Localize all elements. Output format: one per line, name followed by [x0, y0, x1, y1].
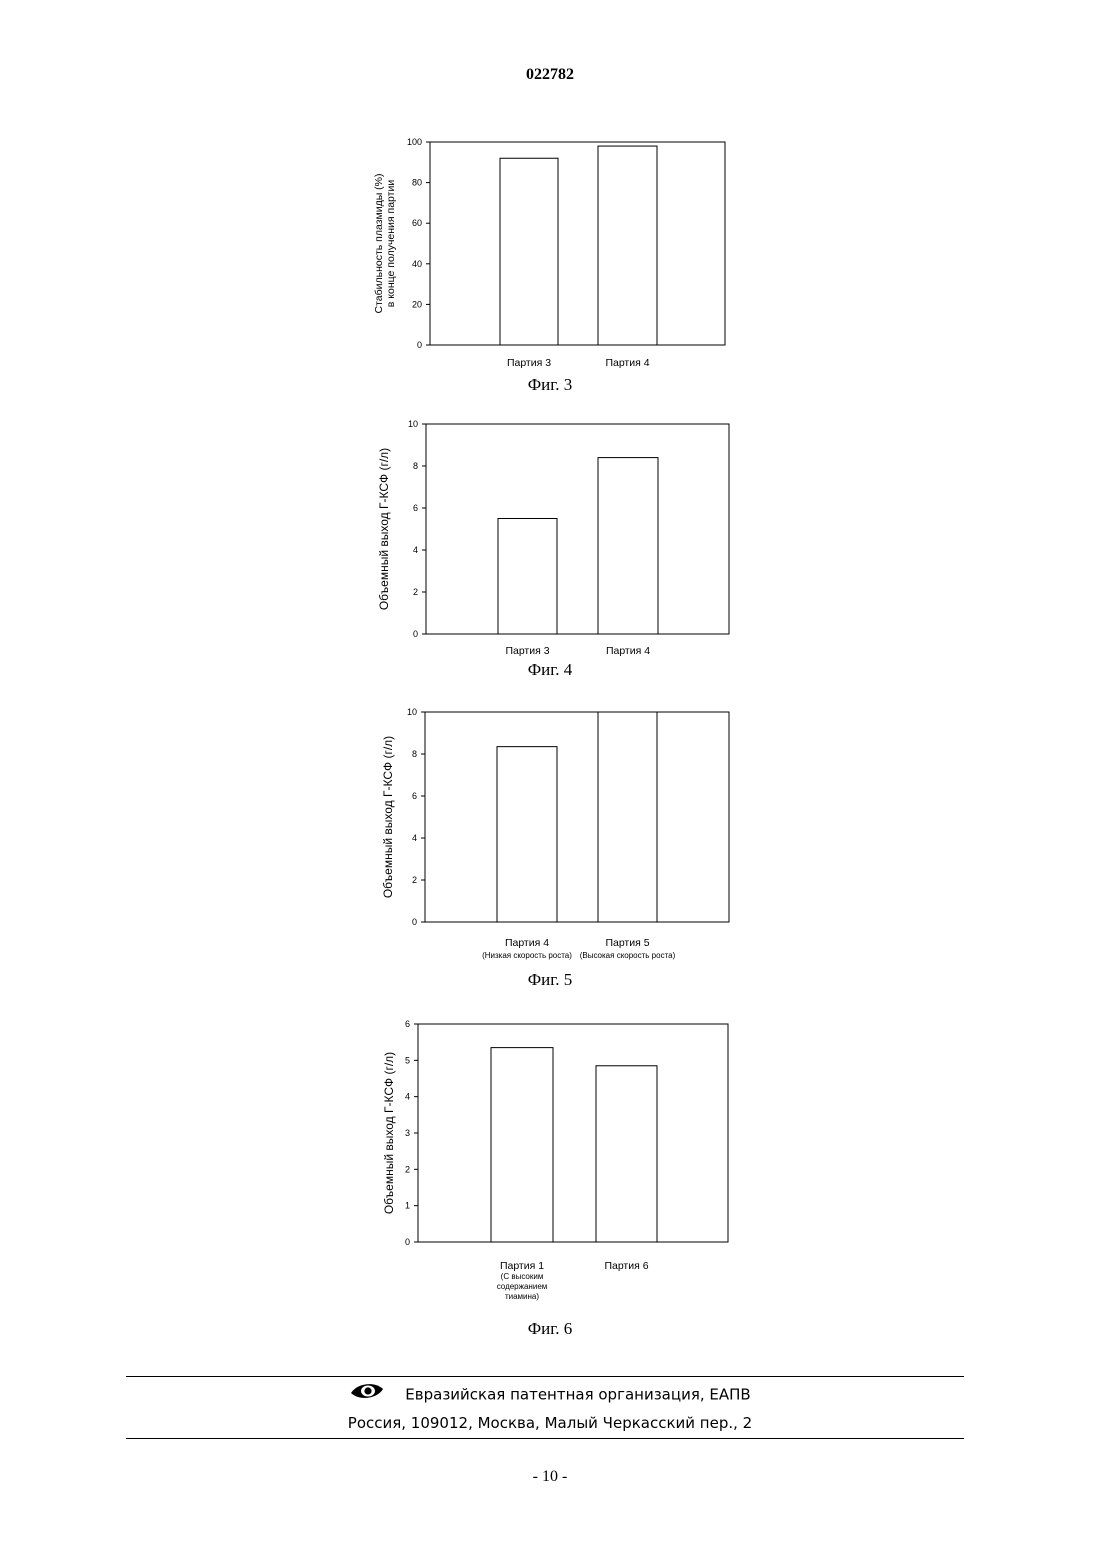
figure-5-svg: 0 2 4 6 8 10 Партия 4 (Низкая скорость роста) Па… [0, 702, 1100, 970]
y-tick-label: 40 [412, 259, 422, 269]
y-axis-label: Объемный выход Г-КСФ (г/л) [377, 448, 391, 610]
bar-2 [598, 146, 657, 345]
page-number: - 10 - [0, 1468, 1100, 1486]
figure-6-svg: 0 1 2 3 4 5 6 Партия 1(С высокимсодержаниемтиам… [0, 1014, 1100, 1314]
y-tick-label: 60 [412, 218, 422, 228]
category-sublabel: (Высокая скорость роста) [580, 951, 676, 960]
bar-1 [498, 519, 557, 635]
bar-2 [596, 1066, 657, 1242]
y-tick-label: 3 [405, 1128, 410, 1138]
y-axis-label: в конце получения партии [385, 180, 397, 308]
y-tick-label: 6 [413, 503, 418, 513]
figure-4-svg: 0 2 4 6 8 10 Партия 3 Партия 4 Объемный выход Г-… [0, 414, 1100, 664]
y-tick-label: 0 [412, 917, 417, 927]
category-label: Партия 5 [605, 937, 649, 949]
category-label: Партия 4 [606, 645, 650, 657]
y-tick-label: 2 [413, 587, 418, 597]
y-tick-label: 6 [405, 1019, 410, 1029]
figure-6-chart: 0 1 2 3 4 5 6 Партия 1(С высокимсодержаниемтиам… [0, 1014, 1100, 1314]
figure-3-svg: 0 20 40 60 80 100 Партия 3 Партия 4 Стабильность… [0, 130, 1100, 380]
bar-1 [491, 1048, 553, 1242]
category-sublabel: тиамина) [505, 1292, 539, 1301]
bar-2 [598, 458, 658, 634]
y-axis-label: Стабильность плазмиды (%) [373, 173, 385, 313]
bar-1 [500, 158, 558, 345]
y-tick-label: 10 [408, 419, 418, 429]
bar-1 [497, 747, 557, 922]
y-tick-label: 20 [412, 299, 422, 309]
y-tick-label: 8 [413, 461, 418, 471]
y-tick-label: 4 [412, 833, 417, 843]
footer-bottom-rule [126, 1438, 964, 1439]
figure-6-caption: Фиг. 6 [0, 1319, 1100, 1339]
y-tick-label: 5 [405, 1055, 410, 1065]
y-tick-label: 100 [407, 137, 422, 147]
plot-area [418, 1024, 728, 1242]
y-tick-label: 6 [412, 791, 417, 801]
figure-5-chart: 0 2 4 6 8 10 Партия 4 (Низкая скорость роста) Па… [0, 702, 1100, 970]
organization-name: Евразийская патентная организация, ЕАПВ [405, 1386, 750, 1404]
y-tick-label: 0 [413, 629, 418, 639]
figure-3-chart: 0 20 40 60 80 100 Партия 3 Партия 4 Стабильность… [0, 130, 1100, 380]
figure-4-caption: Фиг. 4 [0, 660, 1100, 680]
y-tick-label: 10 [407, 707, 417, 717]
y-axis-label: Объемный выход Г-КСФ (г/л) [381, 736, 395, 898]
organization-address: Россия, 109012, Москва, Малый Черкасский… [0, 1414, 1100, 1432]
category-label: Партия 1 [500, 1260, 544, 1272]
document-number: 022782 [0, 66, 1100, 84]
y-tick-label: 0 [405, 1237, 410, 1247]
category-sublabel: содержанием [497, 1282, 548, 1291]
y-tick-label: 2 [405, 1164, 410, 1174]
eapo-eye-logo-icon [349, 1381, 385, 1405]
category-label: Партия 3 [505, 645, 549, 657]
y-tick-label: 80 [412, 178, 422, 188]
figure-5-caption: Фиг. 5 [0, 970, 1100, 990]
category-label: Партия 4 [505, 937, 549, 949]
plot-area [426, 424, 729, 634]
category-label: Партия 6 [604, 1260, 648, 1272]
plot-area [425, 712, 729, 922]
y-tick-label: 8 [412, 749, 417, 759]
figure-4-chart: 0 2 4 6 8 10 Партия 3 Партия 4 Объемный выход Г-… [0, 414, 1100, 664]
y-tick-label: 2 [412, 875, 417, 885]
y-tick-label: 0 [417, 340, 422, 350]
y-axis-label: Объемный выход Г-КСФ (г/л) [382, 1052, 396, 1214]
y-tick-label: 4 [413, 545, 418, 555]
footer-top-rule [126, 1376, 964, 1377]
y-tick-label: 4 [405, 1092, 410, 1102]
category-label: Партия 4 [605, 357, 649, 369]
category-sublabel: (С высоким [501, 1272, 544, 1281]
category-sublabel: (Низкая скорость роста) [482, 951, 572, 960]
footer-organization: Евразийская патентная организация, ЕАПВ [0, 1383, 1100, 1407]
category-label: Партия 3 [507, 357, 551, 369]
figure-3-caption: Фиг. 3 [0, 375, 1100, 395]
plot-area [430, 142, 725, 345]
bar-2 [598, 712, 657, 922]
y-tick-label: 1 [405, 1201, 410, 1211]
